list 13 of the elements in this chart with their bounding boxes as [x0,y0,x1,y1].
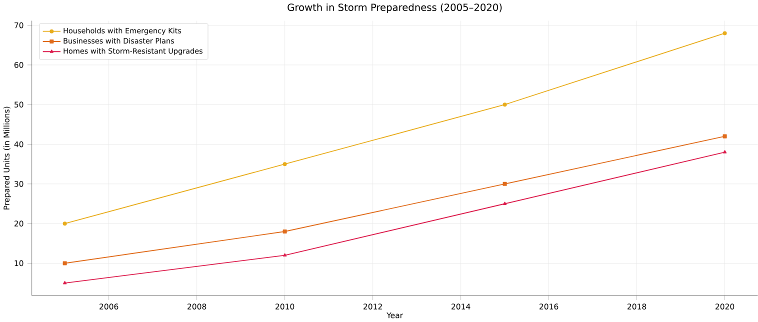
point [282,162,287,166]
point [283,253,287,257]
point [502,182,507,186]
point [503,202,507,206]
chart-title: Growth in Storm Preparedness (2005–2020) [288,4,502,14]
point [722,134,727,139]
point [722,31,727,36]
point [722,150,727,154]
point [282,230,287,234]
point [62,261,67,266]
point [62,222,67,226]
point [502,102,507,107]
point [63,281,67,284]
